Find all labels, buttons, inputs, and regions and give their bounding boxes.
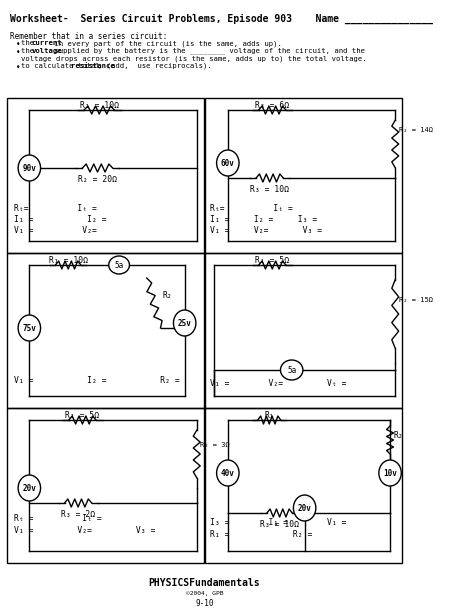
Text: R₁ = 5Ω: R₁ = 5Ω [65,411,100,420]
Text: 40v: 40v [221,468,235,478]
Text: R₂ = 14Ω: R₂ = 14Ω [399,127,433,133]
Text: R₁ =             R₂ =: R₁ = R₂ = [210,530,312,539]
Text: Rₜ =          Iₜ =: Rₜ = Iₜ = [14,514,101,523]
Text: R₂ = 15Ω: R₂ = 15Ω [399,297,433,303]
Text: to calculate total: to calculate total [21,63,104,69]
Text: R₂: R₂ [393,430,403,440]
Text: •: • [16,47,20,56]
Circle shape [173,310,196,336]
Text: Remember that in a series circuit:: Remember that in a series circuit: [10,32,168,41]
Text: R₁ = 10Ω: R₁ = 10Ω [80,101,119,110]
Ellipse shape [281,360,303,380]
Text: Rₜ=          Iₜ =: Rₜ= Iₜ = [210,204,292,213]
Bar [7,408,204,563]
Text: •: • [16,63,20,72]
Text: the: the [21,47,38,53]
Bar [205,253,402,408]
Text: 20v: 20v [22,484,36,492]
Text: V₁ =         V₂=         V₃ =: V₁ = V₂= V₃ = [14,526,155,535]
Ellipse shape [109,256,129,274]
Text: R₃ = 2Ω: R₃ = 2Ω [61,510,95,519]
Text: R₂ = 20Ω: R₂ = 20Ω [78,175,117,184]
Text: R₁ = 5Ω: R₁ = 5Ω [255,256,289,265]
Text: V₁ =          V₂=: V₁ = V₂= [14,226,97,235]
Text: 75v: 75v [22,324,36,332]
Text: 20v: 20v [298,503,311,512]
Bar [7,98,204,253]
Circle shape [18,155,41,181]
Text: 60v: 60v [221,159,235,167]
Text: R₂: R₂ [162,291,172,300]
Text: ©2004, GPB: ©2004, GPB [186,591,223,596]
Circle shape [379,460,401,486]
Text: resistance: resistance [71,63,115,69]
Circle shape [217,150,239,176]
Text: I₁ =           I₂ =: I₁ = I₂ = [14,215,107,224]
Text: V₁ =        V₂=         Vₜ =: V₁ = V₂= Vₜ = [210,379,346,388]
Text: R₃ = 6Ω: R₃ = 6Ω [255,101,289,110]
Text: 5a: 5a [114,261,124,270]
Text: supplied by the battery is the ________ voltage of the circuit, and the: supplied by the battery is the ________ … [50,47,365,54]
Circle shape [18,475,41,501]
Bar [205,408,402,563]
Text: , (add,  use reciprocals).: , (add, use reciprocals). [98,63,211,69]
Text: voltage drops across each resistor (is the same, adds up to) the total voltage.: voltage drops across each resistor (is t… [21,55,366,61]
Text: PHYSICSFundamentals: PHYSICSFundamentals [149,578,260,588]
Text: the: the [21,40,38,46]
Text: current: current [31,40,62,46]
Text: R₁: R₁ [264,411,274,420]
Text: Worksheet-  Series Circuit Problems, Episode 903    Name _______________: Worksheet- Series Circuit Problems, Epis… [10,14,433,25]
Text: •: • [16,40,20,49]
Text: voltage: voltage [31,47,62,53]
Circle shape [18,315,41,341]
Text: Rₜ=          Iₜ =: Rₜ= Iₜ = [14,204,97,213]
Circle shape [293,495,316,521]
Text: V₁ =     V₂=       V₃ =: V₁ = V₂= V₃ = [210,226,322,235]
Text: I₁ =     I₂ =     I₃ =: I₁ = I₂ = I₃ = [210,215,317,224]
Text: 10v: 10v [383,468,397,478]
Text: R₃ = 10Ω: R₃ = 10Ω [250,185,289,194]
Text: I₃ =        I₁ =        V₁ =: I₃ = I₁ = V₁ = [210,518,346,527]
Text: in every part of the circuit (is the same, adds up).: in every part of the circuit (is the sam… [50,40,282,47]
Circle shape [217,460,239,486]
Bar [7,253,204,408]
Text: V₁ =           I₂ =           R₂ =: V₁ = I₂ = R₂ = [14,376,180,385]
Text: 9-10: 9-10 [195,599,214,608]
Text: 5a: 5a [287,365,296,375]
Text: R₂ = 3Ω: R₂ = 3Ω [200,442,230,448]
Bar [205,98,402,253]
Text: R₃ = 10Ω: R₃ = 10Ω [260,520,299,529]
Text: 90v: 90v [22,164,36,172]
Text: 25v: 25v [178,319,191,327]
Text: R₁ = 10Ω: R₁ = 10Ω [49,256,88,265]
